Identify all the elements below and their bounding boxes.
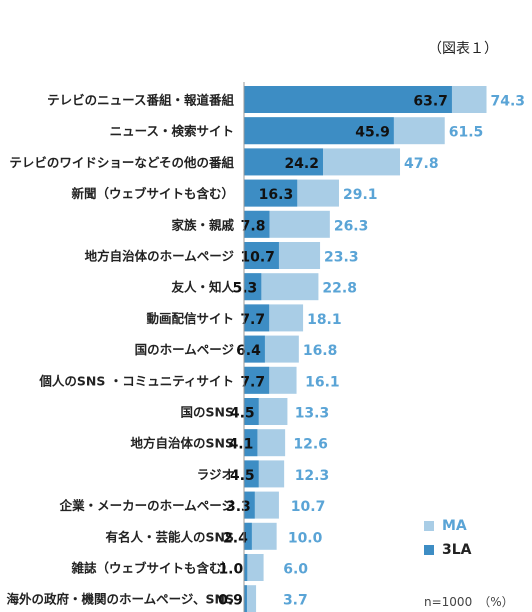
legend-label-3la: 3LA	[442, 542, 472, 558]
legend-swatch-ma	[424, 521, 434, 531]
category-label: 有名人・芸能人のSNS	[106, 529, 234, 544]
category-label: テレビのニュース番組・報道番組	[47, 93, 234, 108]
legend-swatch-3la	[424, 545, 434, 555]
data-label-ma: 3.7	[283, 593, 308, 609]
category-label: 友人・知人	[170, 280, 234, 295]
bar-ma	[244, 554, 264, 581]
data-label-3la: 5.3	[232, 281, 257, 297]
data-label-3la: 7.8	[241, 218, 266, 234]
data-label-ma: 10.7	[291, 499, 326, 515]
category-label: 地方自治体のホームページ	[85, 249, 235, 264]
bar-3la	[244, 335, 265, 363]
data-label-3la: 16.3	[259, 187, 294, 203]
data-label-3la: 1.0	[218, 562, 243, 578]
data-label-ma: 47.8	[404, 156, 439, 172]
data-label-3la: 4.5	[230, 468, 255, 484]
data-label-ma: 26.3	[334, 218, 369, 234]
category-label: 動画配信サイト	[146, 311, 234, 326]
category-label: 地方自治体のSNS	[131, 436, 234, 451]
data-label-3la: 10.7	[240, 250, 275, 266]
data-label-3la: 7.7	[240, 312, 265, 328]
category-label: 雑誌（ウェブサイトも含む）	[70, 561, 234, 576]
figure-note: （図表１）	[428, 41, 498, 57]
data-label-3la: 7.7	[240, 374, 265, 390]
data-label-ma: 12.3	[295, 468, 330, 484]
data-label-3la: 45.9	[355, 125, 390, 141]
bar-3la	[244, 242, 279, 269]
data-label-3la: 3.3	[226, 499, 251, 515]
legend: MA 3LA	[424, 514, 472, 562]
bar-3la	[244, 491, 255, 519]
sample-size-note: n=1000 （%）	[424, 595, 514, 609]
data-label-ma: 22.8	[322, 281, 357, 297]
bar-3la	[244, 117, 394, 145]
bar-3la	[244, 210, 270, 238]
legend-item-3la: 3LA	[424, 538, 472, 562]
data-label-ma: 6.0	[283, 562, 308, 578]
data-label-3la: 2.4	[223, 530, 248, 546]
category-label: 新聞（ウェブサイトも含む）	[71, 186, 234, 201]
data-label-3la: 63.7	[413, 94, 448, 110]
data-label-ma: 10.0	[288, 530, 323, 546]
data-label-ma: 16.1	[305, 374, 340, 390]
category-label: ラジオ	[197, 467, 234, 482]
category-label: 国のSNS	[181, 405, 234, 420]
bar-3la	[244, 304, 270, 332]
bar-3la	[244, 429, 258, 457]
data-label-ma: 16.8	[303, 343, 338, 359]
category-label: 企業・メーカーのホームページ	[59, 498, 235, 513]
category-label: ニュース・検索サイト	[110, 124, 234, 139]
data-label-ma: 12.6	[293, 437, 328, 453]
data-label-3la: 4.1	[229, 437, 254, 453]
category-label: 家族・親戚	[171, 217, 234, 232]
data-label-3la: 24.2	[284, 156, 319, 172]
bar-3la	[244, 522, 252, 550]
category-label: テレビのワイドショーなどその他の番組	[9, 155, 234, 170]
legend-label-ma: MA	[442, 518, 467, 534]
data-label-3la: 6.4	[236, 343, 261, 359]
data-label-ma: 74.3	[491, 94, 526, 110]
bar-3la	[244, 460, 259, 488]
data-label-3la: 4.5	[230, 406, 255, 422]
data-label-ma: 23.3	[324, 250, 359, 266]
category-label: 個人のSNS ・コミュニティサイト	[38, 373, 234, 388]
legend-item-ma: MA	[424, 514, 472, 538]
bar-3la	[244, 554, 248, 581]
bar-3la	[244, 179, 298, 207]
data-label-ma: 13.3	[295, 406, 330, 422]
bar-3la	[244, 366, 270, 394]
bar-3la	[244, 585, 247, 612]
bar-3la	[244, 398, 259, 425]
category-label: 国のホームページ	[135, 342, 235, 357]
data-label-ma: 29.1	[343, 187, 378, 203]
bar-ma	[244, 585, 257, 612]
data-label-ma: 61.5	[449, 125, 484, 141]
bar-3la	[244, 86, 452, 113]
bar-3la	[244, 148, 323, 176]
bar-3la	[244, 273, 262, 301]
category-label: 海外の政府・機関のホームページ、SNS	[7, 592, 234, 607]
data-label-3la: 0.9	[218, 593, 243, 609]
data-label-ma: 18.1	[307, 312, 342, 328]
